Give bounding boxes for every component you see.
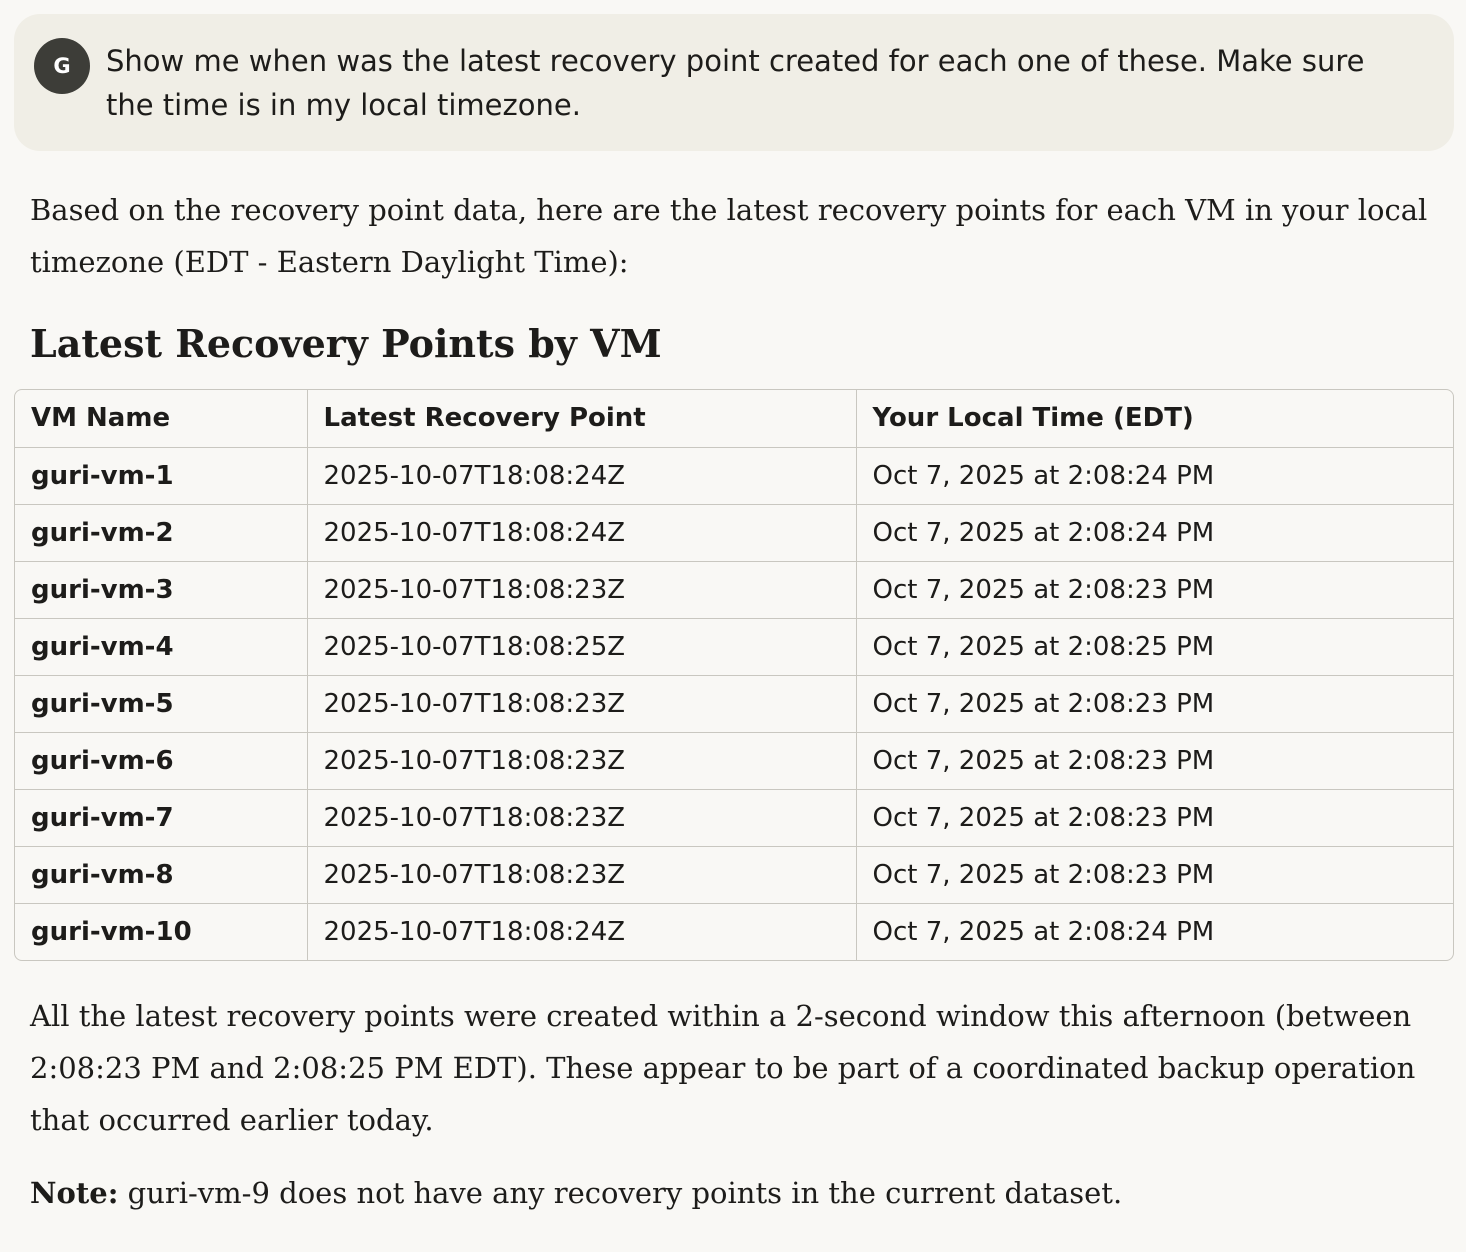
recovery-point-cell: 2025-10-07T18:08:23Z	[307, 561, 857, 619]
vm-name-cell: guri-vm-1	[15, 447, 308, 505]
table-row: guri-vm-4 2025-10-07T18:08:25Z Oct 7, 20…	[15, 618, 1453, 676]
recovery-point-cell: 2025-10-07T18:08:24Z	[307, 504, 857, 562]
local-time-cell: Oct 7, 2025 at 2:08:23 PM	[856, 789, 1453, 847]
recovery-point-cell: 2025-10-07T18:08:23Z	[307, 732, 857, 790]
table-row: guri-vm-2 2025-10-07T18:08:24Z Oct 7, 20…	[15, 504, 1453, 562]
recovery-point-cell: 2025-10-07T18:08:23Z	[307, 789, 857, 847]
vm-name-cell: guri-vm-8	[15, 846, 308, 904]
response-summary: All the latest recovery points were crea…	[30, 999, 1416, 1137]
recovery-point-cell: 2025-10-07T18:08:23Z	[307, 675, 857, 733]
response-note: Note: guri-vm-9 does not have any recove…	[30, 1167, 1430, 1219]
column-header-latest-recovery-point: Latest Recovery Point	[307, 390, 857, 448]
response-intro: Based on the recovery point data, here a…	[30, 193, 1428, 279]
local-time-cell: Oct 7, 2025 at 2:08:24 PM	[856, 504, 1453, 562]
vm-name-cell: guri-vm-3	[15, 561, 308, 619]
column-header-vm-name: VM Name	[15, 390, 308, 448]
column-header-local-time: Your Local Time (EDT)	[856, 390, 1453, 448]
table-row: guri-vm-7 2025-10-07T18:08:23Z Oct 7, 20…	[15, 789, 1453, 847]
local-time-cell: Oct 7, 2025 at 2:08:23 PM	[856, 846, 1453, 904]
table-row: guri-vm-5 2025-10-07T18:08:23Z Oct 7, 20…	[15, 675, 1453, 733]
vm-name-cell: guri-vm-4	[15, 618, 308, 676]
recovery-point-cell: 2025-10-07T18:08:24Z	[307, 447, 857, 505]
local-time-cell: Oct 7, 2025 at 2:08:25 PM	[856, 618, 1453, 676]
response-heading: Latest Recovery Points by VM	[30, 321, 662, 366]
note-label: Note:	[30, 1176, 119, 1210]
note-text: guri-vm-9 does not have any recovery poi…	[118, 1176, 1123, 1210]
vm-name-cell: guri-vm-5	[15, 675, 308, 733]
local-time-cell: Oct 7, 2025 at 2:08:23 PM	[856, 561, 1453, 619]
user-message-text: Show me when was the latest recovery poi…	[106, 44, 1365, 122]
user-avatar[interactable]: G	[34, 38, 90, 94]
vm-name-cell: guri-vm-7	[15, 789, 308, 847]
table-header-row: VM Name Latest Recovery Point Your Local…	[15, 390, 1453, 448]
recovery-point-cell: 2025-10-07T18:08:23Z	[307, 846, 857, 904]
vm-name-cell: guri-vm-2	[15, 504, 308, 562]
table-row: guri-vm-10 2025-10-07T18:08:24Z Oct 7, 2…	[15, 903, 1453, 960]
user-message-bubble: G Show me when was the latest recovery p…	[14, 14, 1454, 151]
vm-name-cell: guri-vm-6	[15, 732, 308, 790]
table-row: guri-vm-6 2025-10-07T18:08:23Z Oct 7, 20…	[15, 732, 1453, 790]
recovery-point-cell: 2025-10-07T18:08:25Z	[307, 618, 857, 676]
recovery-point-cell: 2025-10-07T18:08:24Z	[307, 903, 857, 960]
recovery-points-table: VM Name Latest Recovery Point Your Local…	[14, 389, 1454, 961]
local-time-cell: Oct 7, 2025 at 2:08:24 PM	[856, 447, 1453, 505]
vm-name-cell: guri-vm-10	[15, 903, 308, 960]
local-time-cell: Oct 7, 2025 at 2:08:23 PM	[856, 675, 1453, 733]
table-row: guri-vm-8 2025-10-07T18:08:23Z Oct 7, 20…	[15, 846, 1453, 904]
table-row: guri-vm-3 2025-10-07T18:08:23Z Oct 7, 20…	[15, 561, 1453, 619]
local-time-cell: Oct 7, 2025 at 2:08:23 PM	[856, 732, 1453, 790]
table-row: guri-vm-1 2025-10-07T18:08:24Z Oct 7, 20…	[15, 447, 1453, 505]
local-time-cell: Oct 7, 2025 at 2:08:24 PM	[872, 916, 1215, 947]
